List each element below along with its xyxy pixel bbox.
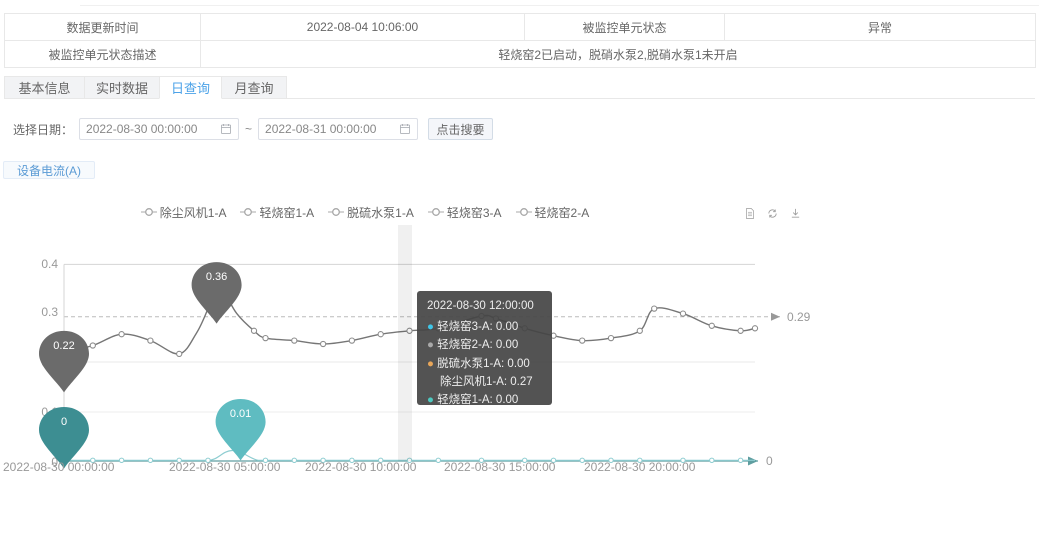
svg-text:0: 0 xyxy=(61,416,67,428)
svg-text:0.01: 0.01 xyxy=(230,408,251,420)
svg-text:0.36: 0.36 xyxy=(206,271,227,283)
svg-text:0.3: 0.3 xyxy=(41,305,58,319)
svg-text:0.22: 0.22 xyxy=(53,340,74,352)
svg-text:0.4: 0.4 xyxy=(41,257,58,271)
svg-text:0.29: 0.29 xyxy=(787,310,811,324)
